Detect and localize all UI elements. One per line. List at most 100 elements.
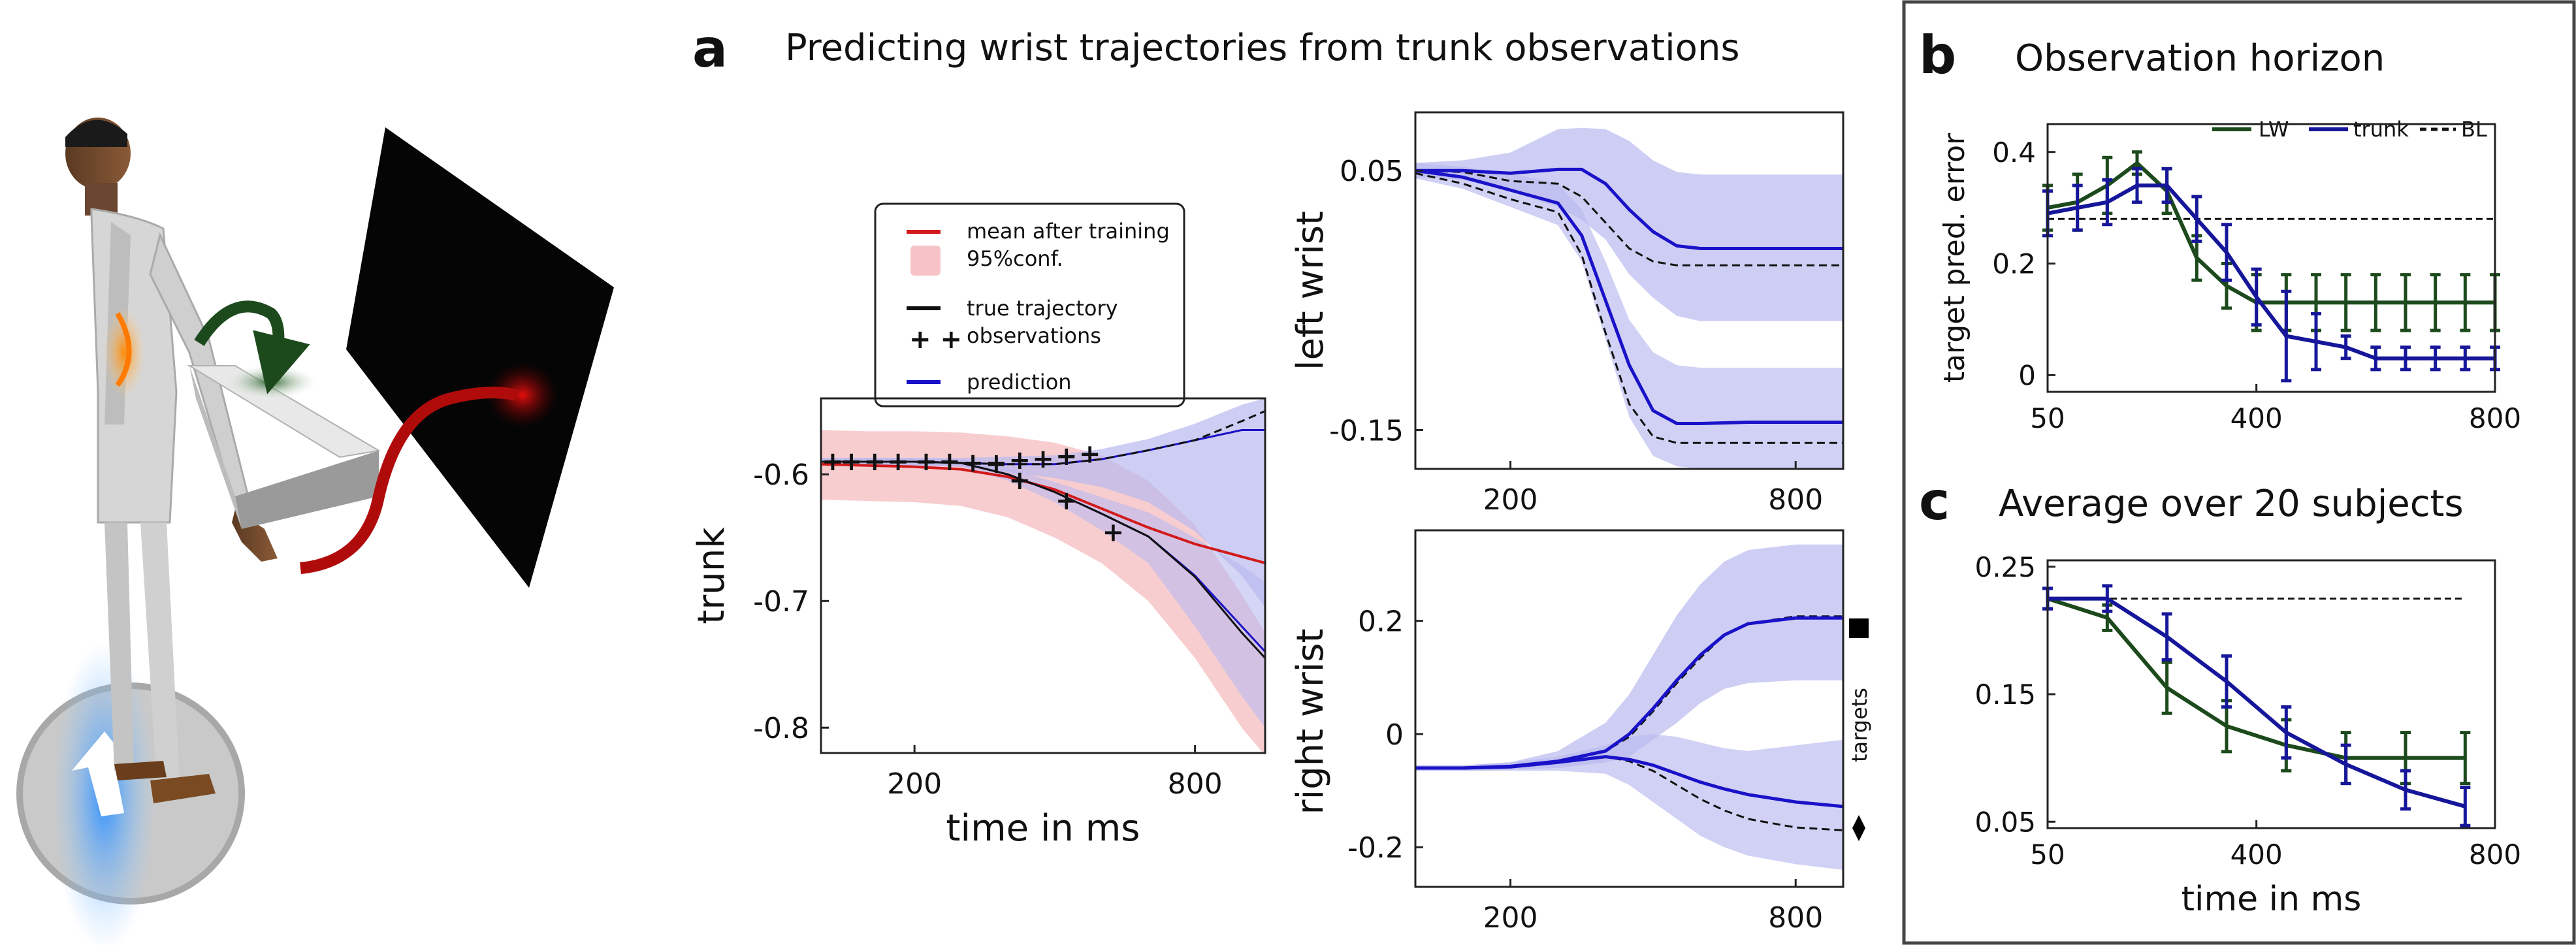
observation-marker: + bbox=[939, 447, 961, 477]
y-tick-label: -0.6 bbox=[753, 458, 809, 492]
observation-marker: + bbox=[887, 447, 909, 477]
panel-b-legend: LW trunk BL bbox=[2212, 117, 2487, 142]
observation-marker: + bbox=[887, 447, 909, 477]
observation-marker: + bbox=[962, 448, 984, 478]
y-tick-label: 0.4 bbox=[1992, 136, 2036, 168]
target-screen bbox=[346, 127, 614, 588]
y-axis-label: left wrist bbox=[1289, 211, 1332, 370]
prediction-band-upper bbox=[1415, 127, 1843, 321]
x-tick-label: 800 bbox=[1768, 483, 1823, 517]
plot-frame bbox=[2046, 559, 2496, 829]
observation-marker: + bbox=[1055, 441, 1078, 472]
observation-marker: + bbox=[1008, 466, 1031, 496]
observation-marker: + bbox=[822, 447, 844, 477]
legend-box bbox=[874, 202, 1185, 408]
legend-mean-label: mean after training bbox=[967, 219, 1170, 244]
y-tick-label: -0.8 bbox=[753, 712, 809, 745]
plot-frame bbox=[1414, 529, 1844, 888]
observation-marker: + bbox=[1079, 439, 1101, 469]
green-target-glow bbox=[222, 364, 320, 400]
prediction-band-lower bbox=[821, 458, 1265, 728]
y-tick-label: -0.7 bbox=[753, 585, 809, 618]
observation-marker: + bbox=[915, 447, 937, 477]
x-tick-label: 800 bbox=[2469, 402, 2521, 434]
prediction-line-lower bbox=[1415, 755, 1844, 809]
panel-bc-frame bbox=[1902, 0, 2576, 945]
true-trajectory-lower bbox=[1415, 172, 1843, 444]
y-axis-label: right wrist bbox=[1289, 629, 1332, 815]
legend-pred-label: prediction bbox=[967, 370, 1072, 394]
prior-confidence-band bbox=[821, 430, 1265, 756]
true-trajectory-lower bbox=[821, 460, 1266, 659]
plot-frame bbox=[1414, 111, 1844, 470]
trunk-marker-glow bbox=[103, 307, 145, 398]
lw-series-line bbox=[2047, 596, 2466, 760]
x-tick-label: 800 bbox=[1768, 901, 1823, 935]
legend-true-label: true trajectory bbox=[967, 296, 1118, 321]
y-axis-label: trunk bbox=[690, 527, 733, 624]
prior-mean-line bbox=[820, 462, 1266, 565]
observation-marker: + bbox=[1032, 444, 1054, 474]
prediction-line-upper bbox=[1415, 167, 1843, 250]
red-arrow-icon bbox=[299, 387, 518, 574]
true-trajectory-lower bbox=[1415, 756, 1844, 831]
observation-marker: + bbox=[864, 447, 886, 477]
observation-horizon-chart: 50 400 800 0 0.2 0.4 target pred. error bbox=[1938, 123, 2521, 434]
x-axis-label: time in ms bbox=[946, 807, 1140, 850]
prediction-band-upper bbox=[821, 398, 1265, 607]
target-diamond-marker bbox=[1852, 815, 1865, 841]
x-tick-label: 50 bbox=[2030, 839, 2065, 871]
x-tick-label: 400 bbox=[2230, 839, 2283, 871]
panel-letter-a: a bbox=[692, 18, 728, 79]
true-trajectory-upper bbox=[1415, 169, 1843, 266]
hair bbox=[65, 120, 127, 147]
reaching-task-illustration bbox=[16, 118, 614, 945]
observation-marker: + bbox=[1055, 486, 1078, 516]
y-tick-label: 0 bbox=[2018, 359, 2036, 391]
y-tick-label: 0.15 bbox=[1974, 679, 2036, 711]
observation-marker: + bbox=[841, 447, 863, 477]
legend-conf-label: 95%conf. bbox=[967, 246, 1063, 271]
x-tick-label: 200 bbox=[887, 767, 942, 801]
legend-obs-label: observations bbox=[967, 323, 1101, 348]
trunk-series-line bbox=[2047, 184, 2495, 360]
y-tick-label: 0.05 bbox=[1974, 806, 2036, 838]
y-tick-label: 0.2 bbox=[1358, 605, 1404, 639]
prediction-band-lower bbox=[1415, 734, 1843, 870]
legend-conf-swatch bbox=[910, 246, 941, 276]
y-tick-label: 0.2 bbox=[1992, 248, 2036, 280]
observation-marker: + bbox=[939, 447, 961, 477]
observation-marker: + bbox=[841, 447, 863, 477]
legend-trunk-label: trunk bbox=[2353, 117, 2409, 142]
prediction-line-lower bbox=[1415, 168, 1843, 425]
panel-a-title: Predicting wrist trajectories from trunk… bbox=[785, 27, 1740, 69]
observation-marker: + bbox=[822, 447, 844, 477]
right-wrist-chart: 200 800 0.2 0 -0.2 right wrist bbox=[1289, 529, 1844, 935]
panel-letter-b: b bbox=[1919, 25, 1956, 86]
targets-label: targets bbox=[1847, 688, 1872, 762]
prediction-band-upper bbox=[1415, 544, 1843, 771]
legend-bl-label: BL bbox=[2461, 117, 2487, 142]
observation-marker: + bbox=[864, 447, 886, 477]
observation-marker: + bbox=[915, 447, 937, 477]
trunk-chart: ++ + + + + + + + + + +++ + + + + + ++++200 800-0.6-0.7-0.… bbox=[690, 397, 1266, 850]
x-tick-label: 800 bbox=[1168, 767, 1223, 801]
observation-marker: + bbox=[962, 448, 984, 478]
x-tick-label: 200 bbox=[1483, 483, 1538, 517]
plot-frame bbox=[2046, 123, 2496, 393]
legend-obs-marker: + + bbox=[909, 325, 962, 355]
x-axis-label: time in ms bbox=[2182, 880, 2362, 919]
shoe bbox=[150, 774, 216, 803]
x-tick-label: 200 bbox=[1483, 901, 1538, 935]
observation-marker: + bbox=[1008, 445, 1031, 475]
green-arrow-icon bbox=[194, 300, 310, 394]
x-tick-label: 800 bbox=[2469, 839, 2521, 871]
table-front bbox=[235, 451, 379, 529]
observation-marker: + bbox=[986, 448, 1008, 478]
y-tick-label: 0.25 bbox=[1974, 551, 2036, 583]
prediction-band-lower bbox=[1415, 163, 1843, 469]
trunk-series-line bbox=[2048, 596, 2466, 809]
panel-a-legend: mean after training 95%conf. true trajec… bbox=[874, 202, 1185, 408]
x-tick-label: 50 bbox=[2030, 402, 2065, 434]
